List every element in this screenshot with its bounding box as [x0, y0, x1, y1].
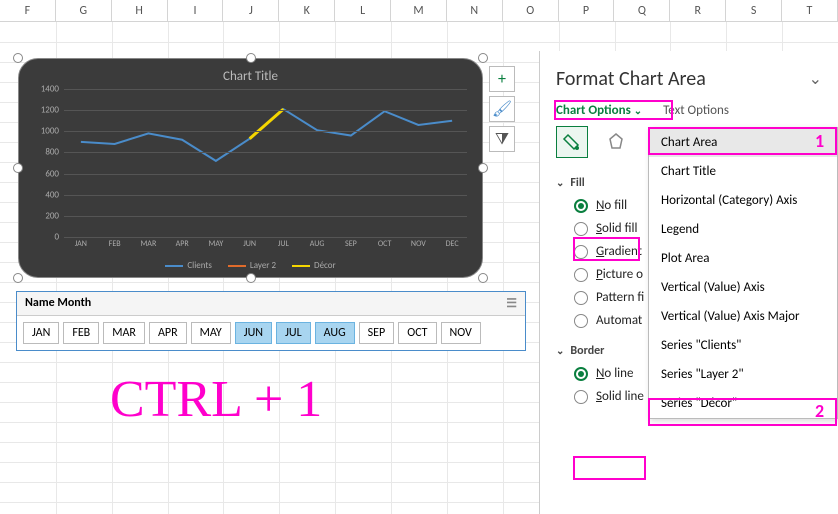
- chart-side-buttons: + 🖌 ⧩: [489, 66, 515, 156]
- selection-handle[interactable]: [478, 163, 488, 173]
- slicer-item[interactable]: MAR: [103, 322, 145, 344]
- x-tick: JUN: [243, 239, 256, 249]
- x-tick: MAR: [140, 239, 156, 249]
- chart[interactable]: Chart Title 0200400600800100012001400JAN…: [18, 58, 483, 278]
- slicer-item[interactable]: JUN: [235, 322, 272, 344]
- annotation-label-1: 1: [815, 130, 824, 152]
- y-tick: 1200: [29, 105, 59, 116]
- slicer-title: Name Month: [25, 296, 91, 311]
- plus-button[interactable]: +: [489, 66, 515, 92]
- shortcut-annotation: CTRL + 1: [110, 370, 322, 429]
- selection-handle[interactable]: [246, 273, 256, 283]
- slicer-item[interactable]: JUL: [276, 322, 311, 344]
- pane-collapse-icon[interactable]: ⌄: [809, 69, 822, 89]
- y-tick: 1000: [29, 126, 59, 137]
- y-tick: 800: [29, 147, 59, 158]
- dropdown-item[interactable]: Horizontal (Category) Axis: [649, 186, 837, 215]
- slicer-item[interactable]: NOV: [441, 322, 481, 344]
- slicer-item[interactable]: APR: [149, 322, 187, 344]
- column-header[interactable]: O: [503, 0, 559, 21]
- x-tick: FEB: [109, 239, 121, 249]
- brush-button[interactable]: 🖌: [489, 96, 515, 122]
- slicer-item[interactable]: JAN: [23, 322, 59, 344]
- column-header[interactable]: N: [447, 0, 503, 21]
- pane-title-row: Format Chart Area ⌄: [540, 51, 838, 103]
- column-headers: FGHIJKLMNOPQRST: [0, 0, 838, 22]
- selection-handle[interactable]: [13, 53, 23, 63]
- x-tick: SEP: [345, 239, 357, 249]
- x-tick: JAN: [75, 239, 87, 249]
- tab-chart-options[interactable]: Chart Options ⌄: [556, 103, 642, 118]
- tab-text-options[interactable]: Text Options: [663, 103, 729, 118]
- column-header[interactable]: R: [670, 0, 726, 21]
- effects-icon[interactable]: [600, 126, 632, 158]
- filter-button[interactable]: ⧩: [489, 126, 515, 152]
- slicer-item[interactable]: SEP: [359, 322, 395, 344]
- legend-item[interactable]: Layer 2: [228, 260, 276, 271]
- column-header[interactable]: I: [168, 0, 224, 21]
- dropdown-item[interactable]: Vertical (Value) Axis: [649, 273, 837, 302]
- dropdown-item[interactable]: Series "Layer 2": [649, 360, 837, 389]
- column-header[interactable]: S: [726, 0, 782, 21]
- y-tick: 600: [29, 168, 59, 179]
- slicer-multiselect-icon[interactable]: ☰: [506, 296, 517, 311]
- selection-handle[interactable]: [13, 163, 23, 173]
- dropdown-item[interactable]: Chart Area: [649, 128, 837, 157]
- slicer-item[interactable]: FEB: [63, 322, 99, 344]
- selection-handle[interactable]: [246, 53, 256, 63]
- pane-tabs: Chart Options ⌄ Text Options: [540, 103, 838, 126]
- legend-item[interactable]: Clients: [165, 260, 212, 271]
- selection-handle[interactable]: [13, 273, 23, 283]
- x-tick: MAY: [208, 239, 223, 249]
- column-header[interactable]: G: [56, 0, 112, 21]
- slicer-item[interactable]: OCT: [398, 322, 436, 344]
- x-tick: AUG: [310, 239, 325, 249]
- month-slicer[interactable]: Name Month ☰ JANFEBMARAPRMAYJUNJULAUGSEP…: [16, 291, 526, 351]
- legend-item[interactable]: Décor: [292, 260, 336, 271]
- slicer-item[interactable]: MAY: [191, 322, 231, 344]
- x-tick: JUL: [278, 239, 289, 249]
- dropdown-item[interactable]: Plot Area: [649, 244, 837, 273]
- chart-element-dropdown[interactable]: Chart AreaChart TitleHorizontal (Categor…: [648, 127, 838, 419]
- slicer-item[interactable]: AUG: [315, 322, 355, 344]
- y-tick: 400: [29, 189, 59, 200]
- x-tick: OCT: [378, 239, 392, 249]
- dropdown-item[interactable]: Legend: [649, 215, 837, 244]
- fill-line-icon[interactable]: [556, 126, 588, 158]
- column-header[interactable]: M: [391, 0, 447, 21]
- y-tick: 1400: [29, 84, 59, 95]
- column-header[interactable]: H: [112, 0, 168, 21]
- selection-handle[interactable]: [478, 273, 488, 283]
- dropdown-item[interactable]: Chart Title: [649, 157, 837, 186]
- dropdown-item[interactable]: Series "Décor": [649, 389, 837, 418]
- slicer-body: JANFEBMARAPRMAYJUNJULAUGSEPOCTNOV: [17, 316, 525, 350]
- column-header[interactable]: P: [559, 0, 615, 21]
- annotation-label-2: 2: [815, 400, 824, 422]
- column-header[interactable]: K: [279, 0, 335, 21]
- column-header[interactable]: J: [223, 0, 279, 21]
- dropdown-item[interactable]: Series "Clients": [649, 331, 837, 360]
- y-tick: 200: [29, 210, 59, 221]
- chart-legend[interactable]: Clients Layer 2 Décor: [19, 260, 482, 271]
- column-header[interactable]: L: [335, 0, 391, 21]
- column-header[interactable]: F: [0, 0, 56, 21]
- x-tick: APR: [176, 239, 189, 249]
- slicer-header: Name Month ☰: [17, 292, 525, 316]
- dropdown-item[interactable]: Vertical (Value) Axis Major: [649, 302, 837, 331]
- pane-title: Format Chart Area: [556, 67, 706, 91]
- selection-handle[interactable]: [478, 53, 488, 63]
- chart-plot-area[interactable]: 0200400600800100012001400JANFEBMARAPRMAY…: [64, 89, 467, 235]
- x-tick: DEC: [446, 239, 459, 249]
- x-tick: NOV: [411, 239, 426, 249]
- column-header[interactable]: Q: [614, 0, 670, 21]
- chart-container[interactable]: Chart Title 0200400600800100012001400JAN…: [18, 58, 483, 278]
- y-tick: 0: [29, 232, 59, 243]
- column-header[interactable]: T: [782, 0, 838, 21]
